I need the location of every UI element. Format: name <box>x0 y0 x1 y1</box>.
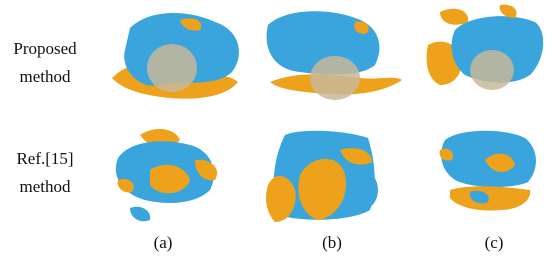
column-label: (b) <box>322 233 342 252</box>
row-label: Proposed <box>13 39 77 58</box>
render-ref15-a <box>116 129 217 221</box>
render-ref15-b <box>266 131 378 222</box>
row-label: method <box>20 67 71 86</box>
row-label: Ref.[15] <box>16 149 73 168</box>
render-proposed-c <box>427 5 544 90</box>
render-proposed-a <box>112 13 239 99</box>
render-proposed-b <box>267 11 402 100</box>
row-label: method <box>20 177 71 196</box>
figure: Proposed method Ref.[15] method <box>0 0 553 257</box>
column-label: (c) <box>485 233 504 252</box>
column-label: (a) <box>154 233 173 252</box>
render-ref15-c <box>440 131 536 211</box>
